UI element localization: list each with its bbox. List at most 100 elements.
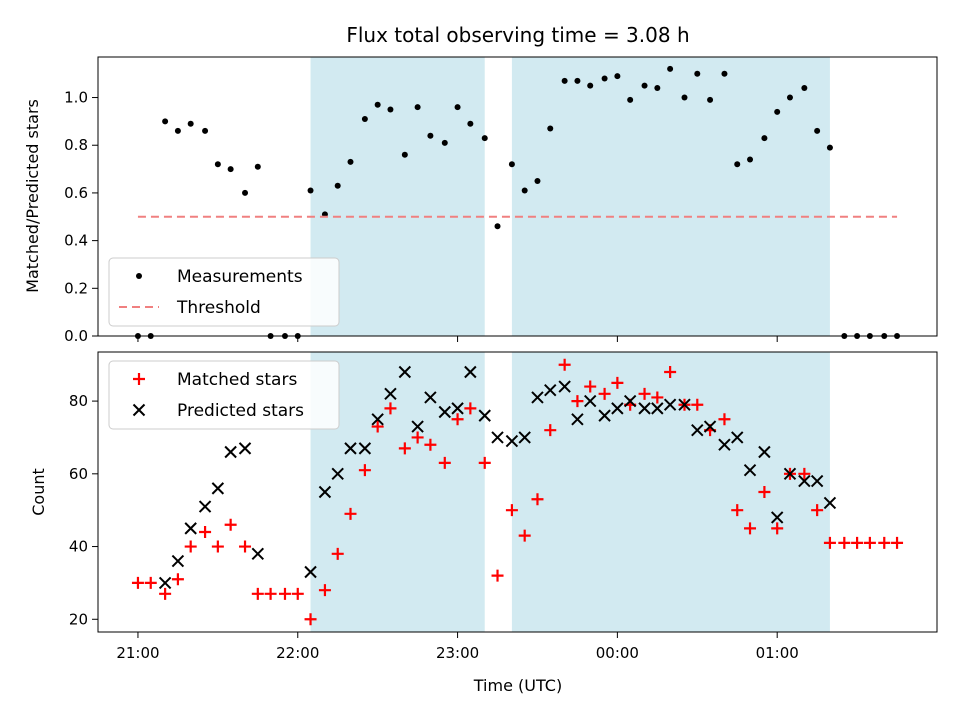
top-y-tick-label-5: 1.0 <box>64 89 88 107</box>
top-series-0-point-50 <box>801 85 808 91</box>
bottom-series-1-point-4 <box>211 482 225 495</box>
top-series-0-point-8 <box>242 189 249 196</box>
top-legend-label-1: Threshold <box>176 298 261 318</box>
top-panel: 0.0 0.2 0.4 0.6 0.8 1.0 Measurements Threshold <box>64 56 938 345</box>
top-series-0-point-35 <box>601 75 608 82</box>
top-series-0-point-5 <box>202 127 209 134</box>
bottom-series-0-point-51 <box>811 504 824 517</box>
top-chart-title: Flux total observing time = 3.08 h <box>346 23 689 47</box>
top-shaded-interval-1 <box>511 57 830 336</box>
bottom-legend-entry-1: Predicted stars <box>132 401 304 421</box>
bottom-series-0-point-4 <box>184 540 197 553</box>
top-plot-frame <box>97 56 938 337</box>
bottom-legend-label-0: Matched stars <box>177 370 297 390</box>
bottom-series-0-point-24 <box>451 413 464 426</box>
top-series-0-point-33 <box>574 77 581 84</box>
bottom-series-0-point-57 <box>891 536 904 549</box>
bottom-series-1-point-13 <box>371 413 384 426</box>
bottom-series-1-point-38 <box>703 420 717 433</box>
x-axis-label: Time (UTC) <box>473 676 562 695</box>
bottom-series-0-point-18 <box>371 420 384 433</box>
bottom-series-1-point-5 <box>224 445 237 459</box>
top-series-0-point-21 <box>414 104 421 111</box>
bottom-series-1-point-15 <box>398 365 412 379</box>
top-y-tick-label-1: 0.2 <box>64 279 88 297</box>
bottom-series-1-point-7 <box>251 547 265 561</box>
bottom-series-0-point-52 <box>823 536 836 549</box>
top-y-tick-label-2: 0.4 <box>64 232 88 250</box>
bottom-shaded-interval-1 <box>511 352 830 632</box>
bottom-y-axis-label: Count <box>29 468 48 516</box>
bottom-series-0-point-11 <box>278 587 291 600</box>
top-series-0-point-37 <box>627 96 634 103</box>
top-y-tick-label-3: 0.6 <box>64 184 88 202</box>
bottom-series-0-point-3 <box>171 573 184 586</box>
top-series-0-point-51 <box>814 127 821 134</box>
x-tick-label-1: 22:00 <box>276 644 319 662</box>
top-series-0-point-16 <box>347 158 354 165</box>
top-series-0-point-40 <box>667 65 674 72</box>
top-series-0-point-46 <box>747 156 754 163</box>
top-series-0-point-47 <box>761 135 768 142</box>
top-series-0-point-31 <box>547 125 554 132</box>
bottom-series-1-point-11 <box>344 442 357 455</box>
bottom-series-1-point-31 <box>611 402 624 415</box>
top-series-0-point-23 <box>441 139 448 146</box>
bottom-series-0-point-21 <box>411 431 424 444</box>
bottom-legend-marker-0 <box>133 373 145 385</box>
bottom-series-0-point-26 <box>478 456 491 469</box>
bottom-series-1-point-39 <box>718 438 731 451</box>
top-series-0-point-32 <box>561 77 568 84</box>
bottom-series-0-point-22 <box>424 438 437 451</box>
top-series-0-point-48 <box>774 108 781 115</box>
bottom-legend-box <box>108 360 340 430</box>
top-series-0-point-28 <box>508 161 515 168</box>
bottom-legend-entry-0: Matched stars <box>133 370 297 390</box>
bottom-series-0-point-28 <box>505 504 518 517</box>
bottom-series-0-point-33 <box>571 395 584 408</box>
top-series-0-point-25 <box>467 120 474 127</box>
bottom-series-0-point-29 <box>518 529 531 542</box>
bottom-series-0-point-27 <box>491 569 504 582</box>
bottom-legend-label-1: Predicted stars <box>177 401 304 421</box>
bottom-series-0-point-46 <box>744 522 757 535</box>
x-tick-label-2: 23:00 <box>436 644 479 662</box>
bottom-series-0-point-31 <box>544 424 557 437</box>
top-legend-box <box>108 257 340 327</box>
bottom-series-1-point-27 <box>558 380 571 393</box>
bottom-series-0-point-0 <box>131 576 144 589</box>
bottom-series-1-point-17 <box>424 391 437 404</box>
bottom-series-1-point-37 <box>691 423 704 437</box>
bottom-series-1-point-16 <box>411 420 424 433</box>
bottom-series-0-point-20 <box>398 442 411 455</box>
top-series-0-point-52 <box>826 144 833 151</box>
bottom-series-0-point-5 <box>199 526 212 538</box>
bottom-series-0-point-54 <box>851 536 864 549</box>
bottom-series-0-point-30 <box>531 493 544 506</box>
bottom-series-1-point-22 <box>491 431 504 444</box>
bottom-series-0-point-40 <box>664 366 677 378</box>
bottom-series-0-point-50 <box>798 467 811 480</box>
bottom-series-1-point-41 <box>743 463 757 477</box>
top-legend-label-0: Measurements <box>177 267 303 287</box>
bottom-series-1-point-33 <box>638 402 651 415</box>
top-series-0-point-3 <box>174 127 181 134</box>
bottom-series-0-point-13 <box>304 613 317 626</box>
bottom-series-0-point-14 <box>318 584 331 597</box>
top-series-0 <box>134 65 901 339</box>
bottom-series-1-point-10 <box>331 467 344 481</box>
bottom-y-tick-label-1: 40 <box>69 538 88 556</box>
bottom-series-0-point-34 <box>584 380 597 393</box>
bottom-series-0-point-44 <box>718 413 731 426</box>
bottom-plot-frame <box>97 351 938 633</box>
bottom-series-1-point-9 <box>318 485 332 499</box>
top-series-0-point-42 <box>694 70 701 77</box>
bottom-series-0-point-6 <box>211 540 224 553</box>
bottom-series-0-point-38 <box>638 387 651 400</box>
bottom-y-tick-label-3: 80 <box>69 392 88 410</box>
bottom-y-tick-label-0: 20 <box>69 610 88 628</box>
top-series-0-point-39 <box>654 85 661 91</box>
bottom-series-0-point-55 <box>863 536 876 549</box>
top-series-0-point-20 <box>401 151 408 158</box>
